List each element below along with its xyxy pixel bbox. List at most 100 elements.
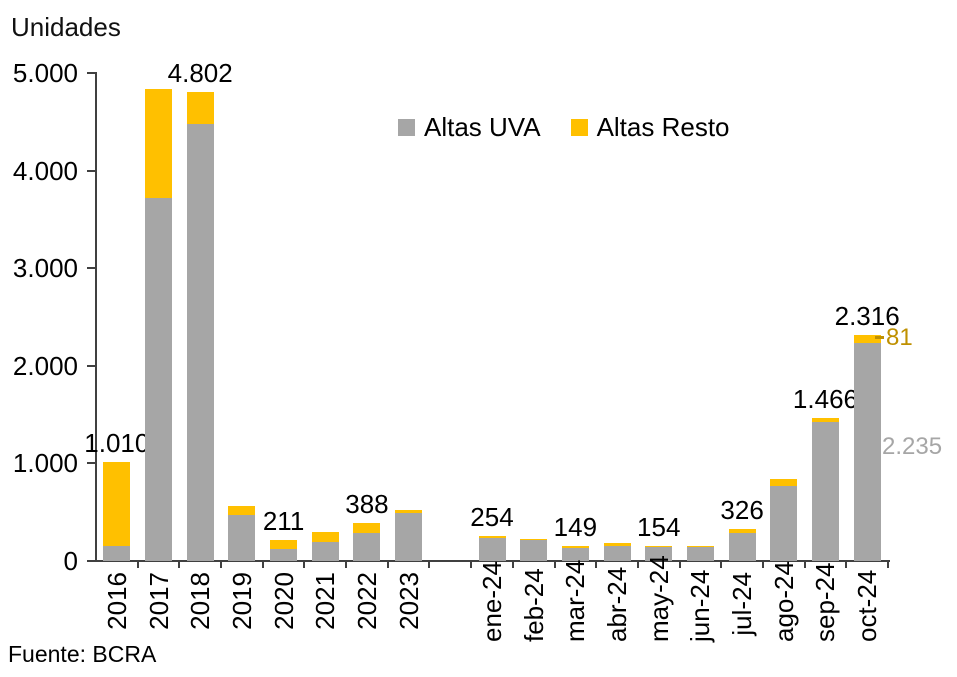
legend-swatch-resto	[570, 119, 588, 136]
x-axis-label: 2020	[268, 572, 299, 630]
bar-segment-uva	[520, 540, 548, 561]
x-axis-label: ago-24	[768, 561, 799, 642]
bar-segment-uva	[311, 541, 339, 561]
y-axis-tick-label: 0	[63, 546, 78, 576]
x-axis-tick	[345, 561, 348, 568]
annotation-resto-value: 81	[886, 324, 913, 351]
x-axis-label: 2021	[310, 572, 341, 630]
bar-segment-resto	[520, 538, 548, 540]
bar-segment-resto	[103, 462, 131, 546]
bar-segment-uva	[395, 512, 423, 561]
bar-segment-uva	[811, 422, 839, 561]
x-axis-label: may-24	[643, 555, 674, 642]
x-axis-label: 2019	[226, 572, 257, 630]
bar-segment-resto	[395, 509, 423, 513]
x-axis-label: ene-24	[477, 561, 507, 642]
x-axis-tick	[428, 561, 431, 568]
x-axis-label: sep-24	[810, 562, 841, 643]
bar-segment-uva	[270, 548, 298, 561]
x-axis-tick	[511, 561, 514, 568]
bar-segment-uva	[478, 537, 506, 561]
bar-total-label: 4.802	[167, 58, 233, 89]
x-axis-tick	[136, 561, 139, 568]
bar-segment-resto	[603, 543, 631, 546]
bar-segment-uva	[853, 342, 881, 561]
bar-segment-resto	[770, 479, 798, 486]
legend: Altas UVA Altas Resto	[398, 112, 730, 143]
x-axis-label: jun-24	[685, 569, 716, 642]
chart-title: Unidades	[11, 12, 121, 42]
y-axis-tick-label: 4.000	[12, 155, 78, 186]
y-axis-tick	[87, 169, 96, 172]
x-axis-tick	[261, 561, 264, 568]
bar-segment-uva	[561, 547, 589, 561]
x-axis-label: 2018	[185, 572, 216, 630]
x-axis-label: mar-24	[560, 559, 591, 642]
legend-swatch-uva	[398, 119, 415, 136]
x-axis-tick	[553, 561, 556, 568]
bar-total-label: 154	[637, 511, 681, 542]
bar-segment-uva	[186, 123, 214, 561]
bar-segment-uva	[728, 532, 756, 561]
bar-segment-uva	[686, 547, 714, 561]
x-axis-tick	[178, 561, 181, 568]
legend-item-altas-uva: Altas UVA	[398, 112, 541, 143]
bar-segment-resto	[145, 88, 173, 198]
y-axis-line	[95, 72, 97, 562]
bar-total-label: 254	[470, 502, 514, 533]
bar-segment-resto	[478, 536, 506, 538]
bar-segment-resto	[353, 523, 381, 533]
y-axis-tick	[87, 364, 96, 367]
bar-total-label: 211	[262, 506, 305, 537]
x-axis-tick	[845, 561, 848, 568]
bar-total-label: 1.010	[84, 428, 150, 459]
legend-item-altas-resto: Altas Resto	[570, 112, 730, 143]
source-note: Fuente: BCRA	[8, 641, 157, 667]
bar-total-label: 388	[345, 489, 389, 520]
x-axis-label: 2023	[393, 572, 424, 630]
bar-total-label: 1.466	[792, 383, 859, 414]
y-axis-tick	[87, 462, 96, 465]
bar-segment-resto	[728, 529, 756, 533]
bar-segment-resto	[186, 92, 214, 124]
y-axis-tick-label: 3.000	[12, 253, 78, 284]
bar-segment-resto	[686, 545, 714, 548]
x-axis-label: feb-24	[518, 568, 549, 642]
y-axis-tick-label: 1.000	[12, 448, 78, 479]
bar-segment-resto	[561, 546, 589, 548]
bar-segment-resto	[853, 334, 881, 343]
x-axis-tick	[386, 561, 389, 568]
x-axis-label: 2017	[143, 572, 174, 630]
bar-total-label: 149	[553, 512, 598, 543]
bar-segment-uva	[645, 547, 673, 561]
x-axis-label: abr-24	[602, 566, 633, 642]
y-axis-tick-label: 5.000	[12, 58, 78, 88]
x-axis-tick	[887, 561, 889, 568]
x-axis-label: oct-24	[852, 569, 883, 642]
bar-segment-resto	[228, 505, 256, 516]
x-axis-tick	[595, 561, 598, 568]
x-axis-line	[95, 560, 890, 562]
bar-total-label: 326	[720, 495, 764, 526]
legend-label-altas-resto: Altas Resto	[596, 112, 730, 142]
bar-segment-uva	[603, 545, 631, 561]
x-axis-tick	[636, 561, 639, 568]
x-axis-tick	[470, 561, 473, 568]
x-axis-tick	[720, 561, 723, 568]
x-axis-label: 2022	[351, 572, 382, 630]
y-axis-tick	[87, 267, 96, 270]
bar-total-label: 2.316	[834, 300, 900, 331]
bar-segment-resto	[311, 531, 339, 542]
y-axis-tick	[87, 72, 96, 74]
annotation-leader-dash	[875, 336, 884, 339]
annotation-uva-value: 2.235	[882, 433, 943, 460]
bar-segment-uva	[770, 485, 798, 561]
x-axis-tick	[303, 561, 306, 568]
bar-segment-resto	[811, 417, 839, 423]
bar-segment-uva	[103, 545, 131, 561]
y-axis-tick-label: 2.000	[12, 350, 78, 381]
bar-segment-uva	[145, 197, 173, 561]
x-axis-tick	[678, 561, 681, 568]
bar-segment-resto	[645, 545, 673, 548]
